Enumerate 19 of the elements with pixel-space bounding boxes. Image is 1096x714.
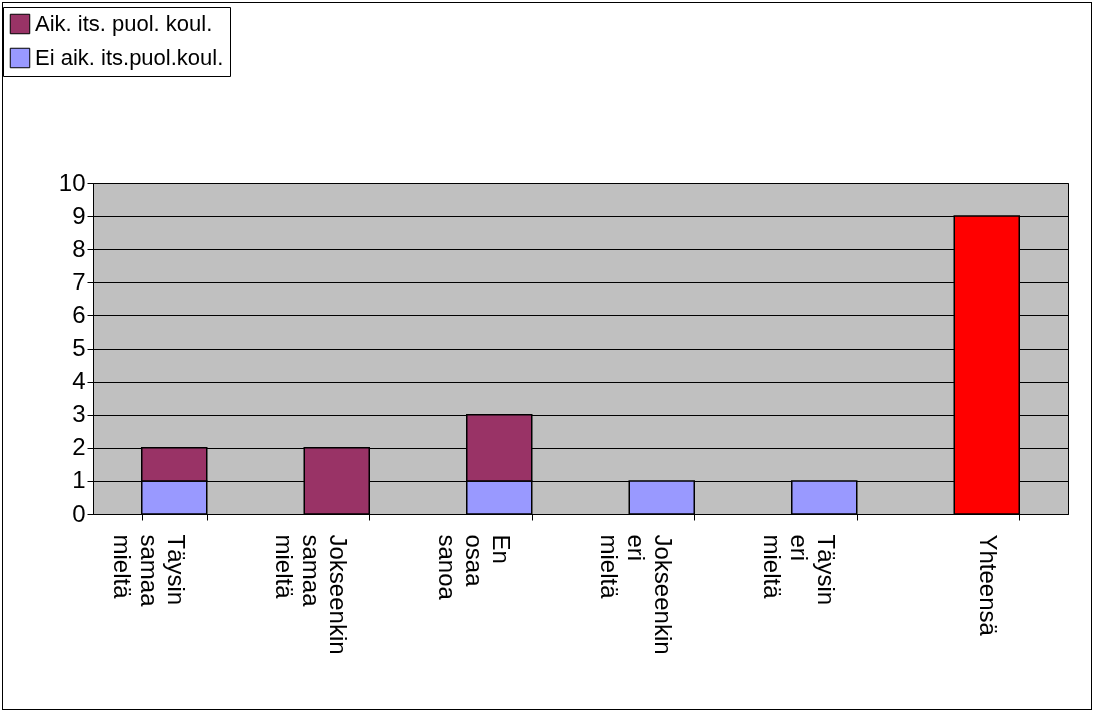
legend-label: Ei aik. its.puol.koul. [35,45,224,70]
x-tick-label: Jokseenkin eri mieltä [596,534,678,655]
y-tick-label: 3 [72,400,86,428]
y-tick-label: 1 [72,466,86,494]
y-tick-label: 4 [72,367,86,395]
x-tick-label: En osaa sanoa [433,534,515,601]
y-tick-label: 7 [72,267,86,295]
y-tick-label: 6 [72,300,86,328]
y-tick-label: 0 [72,499,86,527]
y-tick-label: 10 [58,168,86,196]
x-tick-label: Täysin samaa mieltä [108,534,190,608]
y-tick-label: 9 [72,201,86,229]
x-tick-label: Täysin eri mieltä [758,534,840,606]
x-tick-label: Jokseenkin samaa mieltä [271,534,353,655]
y-tick-label: 5 [72,334,86,361]
legend-label: Aik. its. puol. koul. [35,11,213,36]
y-tick-label: 2 [72,433,86,461]
y-tick-label: 8 [72,234,86,262]
x-tick-label: Yhteensä [975,534,1003,637]
